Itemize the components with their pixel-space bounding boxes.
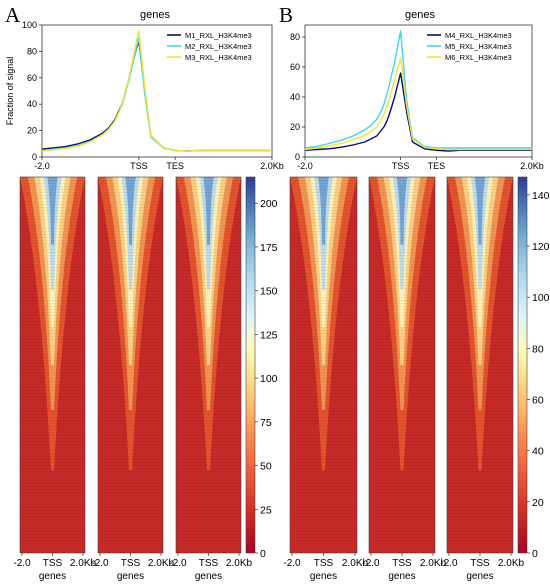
- heatmap-row-overlay: [176, 177, 241, 553]
- series-line-M4_RXL_H3K4me3: [304, 72, 532, 152]
- x-tick-label: TES: [428, 161, 446, 171]
- y-tick-label: 80: [290, 32, 300, 42]
- heatmap-x-tick-label: 2.0Kb: [420, 558, 447, 569]
- colorbar-tick-label: 40: [532, 446, 544, 458]
- heatmap-x-tick-label: TSS: [392, 558, 412, 569]
- heatmap-x-tick-label: -2.0: [362, 558, 380, 569]
- heatmap-row-overlay: [369, 177, 435, 553]
- heatmap-x-label: genes: [310, 571, 337, 582]
- series-line-M6_RXL_H3K4me3: [304, 57, 532, 151]
- legend-entry: M6_RXL_H3K4me3: [445, 53, 512, 62]
- plot-frame: [304, 24, 533, 158]
- colorbar-tick-label: 100: [532, 292, 550, 304]
- x-tick-label: TES: [166, 161, 184, 171]
- heatmap-x-tick-label: TSS: [470, 558, 490, 569]
- heatmap-x-tick-label: -2.0: [283, 558, 301, 569]
- y-tick-label: 20: [290, 122, 300, 132]
- panel-letter-a: A: [5, 3, 21, 27]
- heatmap-x-label: genes: [388, 571, 415, 582]
- y-tick-label: 40: [290, 92, 300, 102]
- plot-title: genes: [405, 9, 435, 21]
- colorbar-tick-label: 120: [532, 241, 550, 253]
- colorbar-tick-label: 80: [532, 343, 544, 355]
- colorbar-tick-label: 60: [532, 395, 544, 407]
- plot-frame: [41, 24, 273, 158]
- colorbar-tick-label: 25: [260, 504, 272, 516]
- colorbar-tick-label: 140: [532, 190, 550, 202]
- profile-plot-a: genes Fraction of signal 0 20 40 60 80 100 -2.0 T…: [5, 9, 284, 171]
- heatmap-x-label: genes: [39, 571, 66, 582]
- legend-entry: M5_RXL_H3K4me3: [445, 42, 512, 51]
- heatmap-x-label: genes: [195, 571, 222, 582]
- x-tick-label: TSS: [130, 161, 148, 171]
- series-line-M5_RXL_H3K4me3: [304, 30, 532, 149]
- x-tick-label: 2.0Kb: [260, 161, 284, 171]
- plot-title: genes: [140, 9, 170, 21]
- heatmap-x-tick-label: TSS: [121, 558, 141, 569]
- colorbar-tick-label: 150: [260, 286, 278, 298]
- colorbar-tick-label: 125: [260, 329, 278, 341]
- x-tick-label: 2.0Kb: [520, 161, 544, 171]
- heatmap-x-tick-label: -2.0: [440, 558, 458, 569]
- legend-entry: M4_RXL_H3K4me3: [445, 31, 512, 40]
- heatmap-x-tick-label: TSS: [314, 558, 334, 569]
- colorbar-tick-label: 75: [260, 417, 272, 429]
- heatmap-x-tick-label: 2.0Kb: [498, 558, 525, 569]
- x-tick-label: -2.0: [34, 161, 50, 171]
- heatmap-row-overlay: [447, 177, 513, 553]
- y-tick-label: 40: [27, 99, 37, 109]
- x-tick-label: -2.0: [297, 161, 313, 171]
- y-tick-label: 0: [295, 152, 300, 162]
- heatmap-x-tick-label: 2.0Kb: [148, 558, 175, 569]
- heatmap-x-tick-label: 2.0Kb: [70, 558, 97, 569]
- profile-plot-b: genes 0 20 40 60 80 -2.0 TSS TES 2.0Kb M4_RXL_H3K4…: [290, 9, 544, 171]
- colorbar-tick-label: 0: [260, 548, 266, 560]
- legend-entry: M3_RXL_H3K4me3: [185, 53, 252, 62]
- colorbar: [245, 176, 256, 554]
- y-tick-label: 0: [32, 152, 37, 162]
- colorbar-tick-label: 50: [260, 461, 272, 473]
- y-tick-label: 100: [22, 20, 37, 30]
- heatmap-group-b: -2.0 TSS 2.0Kb genes -2.0 TSS 2.0Kb genes -2.0 TS…: [283, 176, 550, 582]
- y-tick-label: 60: [27, 73, 37, 83]
- y-tick-label: 20: [27, 126, 37, 136]
- heatmap-x-tick-label: TSS: [199, 558, 219, 569]
- heatmap-group-a: -2.0 TSS 2.0Kb genes -2.0 TSS 2.0Kb genes -2.0 TS…: [13, 176, 278, 582]
- legend-entry: M2_RXL_H3K4me3: [185, 42, 252, 51]
- colorbar-tick-label: 100: [260, 373, 278, 385]
- colorbar-tick-label: 20: [532, 497, 544, 509]
- heatmap-row-overlay: [98, 177, 163, 553]
- heatmap-x-tick-label: TSS: [43, 558, 63, 569]
- heatmap-x-tick-label: -2.0: [13, 558, 31, 569]
- panel-letter-b: B: [279, 3, 293, 27]
- legend-entry: M1_RXL_H3K4me3: [185, 31, 252, 40]
- heatmap-x-tick-label: 2.0Kb: [342, 558, 369, 569]
- heatmap-x-tick-label: -2.0: [169, 558, 187, 569]
- y-tick-label: 80: [27, 46, 37, 56]
- colorbar: [517, 176, 528, 554]
- y-tick-label: 60: [290, 62, 300, 72]
- heatmap-row-overlay: [20, 177, 85, 553]
- heatmap-x-tick-label: -2.0: [91, 558, 109, 569]
- heatmap-x-label: genes: [117, 571, 144, 582]
- series-line-M3_RXL_H3K4me3: [41, 29, 272, 152]
- heatmap-x-label: genes: [466, 571, 493, 582]
- heatmap-row-overlay: [290, 177, 357, 553]
- colorbar-tick-label: 0: [532, 548, 538, 560]
- y-axis-label: Fraction of signal: [5, 57, 15, 126]
- colorbar-tick-label: 175: [260, 242, 278, 254]
- colorbar-tick-label: 200: [260, 198, 278, 210]
- x-tick-label: TSS: [392, 161, 410, 171]
- heatmap-x-tick-label: 2.0Kb: [226, 558, 253, 569]
